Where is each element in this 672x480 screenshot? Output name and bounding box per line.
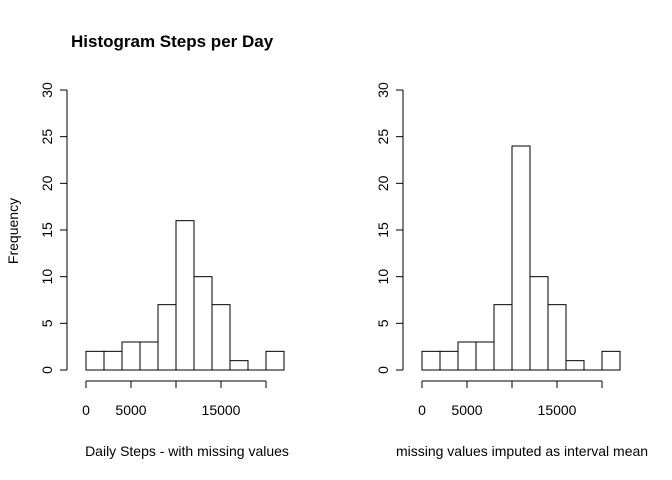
y-tick-label: 10 <box>375 269 391 285</box>
histogram-bar <box>493 304 513 371</box>
y-tick-label: 15 <box>375 222 391 238</box>
x-tick-label: 15000 <box>202 402 241 418</box>
histogram-bar <box>157 304 177 371</box>
left-histogram-panel: 0 5 10 15 20 25 30 0 5000 15000 Daily Steps - with… <box>39 82 289 459</box>
y-tick-label: 25 <box>375 129 391 145</box>
x-tick-label: 15000 <box>538 402 577 418</box>
histogram-bar <box>121 341 141 371</box>
histogram-bar <box>103 350 123 371</box>
histogram-bar <box>139 341 159 371</box>
histogram-bar <box>529 276 549 371</box>
y-tick-label: 10 <box>39 269 55 285</box>
histogram-bar <box>265 350 285 371</box>
histogram-bar <box>511 145 531 371</box>
y-tick-label: 5 <box>375 319 391 327</box>
x-tick-label: 0 <box>418 402 426 418</box>
histogram-bar <box>457 341 477 371</box>
y-tick-label: 20 <box>39 175 55 191</box>
y-tick-label: 30 <box>39 82 55 98</box>
y-tick-label: 15 <box>39 222 55 238</box>
histogram-bar <box>193 276 213 371</box>
x-tick-label: 5000 <box>451 402 482 418</box>
histogram-bar <box>601 350 621 371</box>
histogram-bar <box>85 350 105 371</box>
x-tick-label: 0 <box>82 402 90 418</box>
y-tick-label: 30 <box>375 82 391 98</box>
histogram-bar <box>421 350 441 371</box>
histogram-bar <box>475 341 495 371</box>
y-tick-label: 5 <box>39 319 55 327</box>
histogram-bar <box>175 220 195 371</box>
histogram-bar <box>565 360 585 371</box>
y-tick-label: 25 <box>39 129 55 145</box>
y-tick-label: 0 <box>375 366 391 374</box>
histogram-bar <box>547 304 567 371</box>
histogram-bar <box>439 350 459 371</box>
histogram-bar <box>229 360 249 371</box>
y-axis-label: Frequency <box>5 198 21 264</box>
x-axis-label: missing values imputed as interval mean <box>396 443 648 459</box>
x-axis-label: Daily Steps - with missing values <box>85 443 289 459</box>
chart-title: Histogram Steps per Day <box>71 32 274 51</box>
x-tick-label: 5000 <box>115 402 146 418</box>
y-tick-label: 0 <box>39 366 55 374</box>
histogram-bar <box>211 304 231 371</box>
right-histogram-panel: 0 5 10 15 20 25 30 0 5000 15000 missing values imp… <box>375 82 648 459</box>
y-tick-label: 20 <box>375 175 391 191</box>
